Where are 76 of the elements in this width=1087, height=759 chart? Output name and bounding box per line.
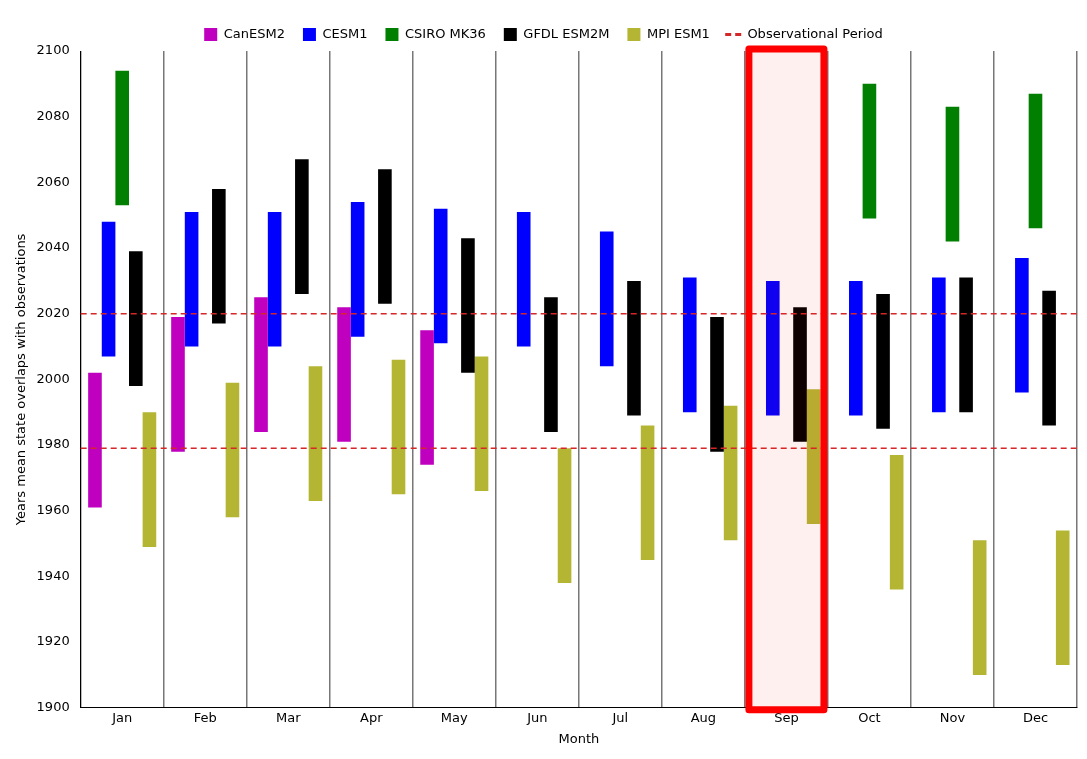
- y-tick-label: 1980: [36, 436, 70, 452]
- bar: [710, 317, 724, 452]
- bar: [682, 277, 697, 413]
- x-tick-label: Aug: [690, 709, 717, 725]
- x-tick-label: Feb: [193, 709, 217, 725]
- legend-label: CSIRO MK36: [404, 25, 486, 41]
- bar: [115, 70, 130, 206]
- bar: [723, 405, 738, 541]
- x-tick-label: May: [440, 709, 469, 725]
- bar: [849, 280, 863, 416]
- bar: [391, 359, 406, 495]
- x-tick-label: Dec: [1022, 709, 1049, 725]
- bar: [212, 188, 226, 324]
- bar: [88, 372, 102, 508]
- bar: [557, 448, 572, 584]
- x-tick-label: Mar: [275, 709, 302, 725]
- bar: [1015, 257, 1029, 393]
- bar: [1055, 530, 1070, 666]
- bar: [806, 389, 821, 524]
- y-tick-label: 2080: [36, 108, 70, 124]
- bar: [640, 425, 655, 561]
- y-tick-label: 1960: [36, 502, 70, 518]
- x-tick-label: Oct: [858, 709, 881, 725]
- bar: [225, 382, 240, 518]
- bar: [474, 356, 489, 492]
- bar: [876, 294, 890, 429]
- bar: [945, 106, 960, 242]
- legend-label: CanESM2: [223, 25, 285, 41]
- bar: [267, 211, 282, 347]
- y-tick-label: 1900: [36, 699, 70, 715]
- bar: [959, 277, 973, 413]
- bar: [101, 221, 116, 357]
- y-tick-label: 1940: [36, 567, 70, 583]
- bar: [420, 330, 434, 465]
- bar: [544, 297, 558, 432]
- y-axis-title: Years mean state overlaps with observations: [13, 233, 29, 527]
- bar: [599, 231, 614, 367]
- bar: [337, 307, 351, 442]
- x-tick-label: Jun: [526, 709, 548, 725]
- bar: [184, 211, 199, 347]
- bar: [862, 83, 877, 219]
- bar: [627, 280, 641, 416]
- legend-label: MPI ESM1: [646, 25, 710, 41]
- x-tick-label: Sep: [774, 709, 799, 725]
- bar: [1042, 290, 1056, 426]
- x-tick-label: Nov: [939, 709, 966, 725]
- bar: [793, 307, 807, 442]
- bar: [171, 317, 185, 452]
- bar: [516, 211, 531, 347]
- y-tick-label: 2060: [36, 173, 70, 189]
- bar: [889, 454, 904, 590]
- x-tick-label: Jan: [111, 709, 133, 725]
- bar: [142, 412, 157, 547]
- bar: [308, 366, 323, 501]
- legend-label: Observational Period: [747, 25, 883, 41]
- bar: [378, 169, 392, 304]
- y-tick-label: 2040: [36, 239, 70, 255]
- legend-label: CESM1: [322, 25, 368, 41]
- y-tick-label: 1920: [36, 633, 70, 649]
- bar: [433, 208, 448, 344]
- bar: [765, 280, 780, 416]
- bar: [350, 202, 365, 337]
- bar: [295, 159, 309, 295]
- x-tick-label: Jul: [611, 709, 629, 725]
- x-tick-label: Apr: [360, 709, 384, 725]
- bar: [461, 238, 475, 373]
- bar: [254, 297, 268, 432]
- y-tick-label: 2020: [36, 305, 70, 321]
- bar: [932, 277, 946, 413]
- y-tick-label: 2100: [36, 42, 70, 58]
- y-tick-label: 2000: [36, 370, 70, 386]
- bar: [1028, 93, 1043, 229]
- bar: [972, 540, 987, 675]
- legend-label: GFDL ESM2M: [523, 25, 610, 41]
- x-axis-title: Month: [558, 730, 600, 746]
- bar: [129, 251, 143, 386]
